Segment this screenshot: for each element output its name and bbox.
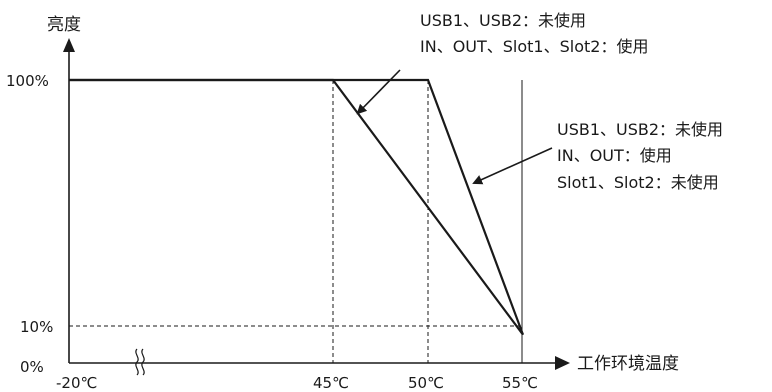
axis-break-icon: [135, 348, 145, 376]
x-tick-45: 45℃: [313, 374, 349, 392]
y-axis-arrow-icon: [63, 38, 75, 52]
x-tick-55: 55℃: [502, 374, 538, 392]
x-tick-50: 50℃: [408, 374, 444, 392]
y-tick-100: 100%: [6, 72, 49, 90]
y-tick-10: 10%: [20, 318, 53, 336]
y-tick-0: 0%: [20, 358, 44, 376]
annotation-2-line-3: Slot1、Slot2：未使用: [557, 173, 719, 192]
x-tick-minus20: -20℃: [56, 374, 97, 392]
annotation-arrow-2: [472, 147, 553, 185]
annotation-1-line-2: IN、OUT、Slot1、Slot2：使用: [420, 37, 648, 56]
series-line-1: [69, 78, 524, 336]
y-axis-title: 亮度: [47, 15, 81, 35]
annotation-2-line-1: USB1、USB2：未使用: [557, 120, 723, 139]
series-line-2: [69, 78, 525, 336]
annotation-arrow-1: [356, 69, 401, 115]
x-axis-title: 工作环境温度: [577, 354, 679, 374]
annotation-1-line-1: USB1、USB2：未使用: [420, 11, 586, 30]
annotation-2-line-2: IN、OUT：使用: [557, 146, 672, 165]
x-axis-arrow-icon: [555, 356, 570, 370]
